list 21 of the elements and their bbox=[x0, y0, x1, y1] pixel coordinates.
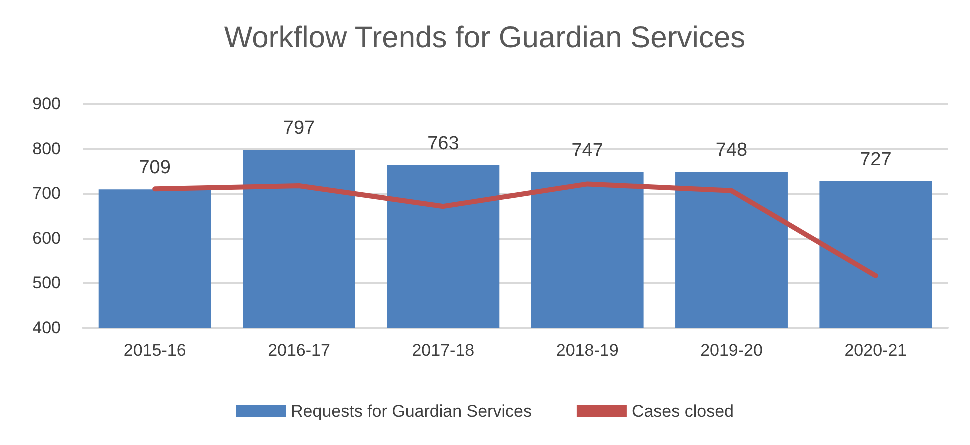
x-tick-label: 2019-20 bbox=[700, 341, 763, 360]
data-label: 797 bbox=[283, 118, 316, 140]
y-tick-label: 700 bbox=[32, 184, 61, 204]
data-label: 747 bbox=[572, 140, 604, 162]
y-tick-label: 400 bbox=[32, 318, 61, 338]
x-tick-label: 2016-17 bbox=[268, 341, 330, 360]
x-tick-label: 2015-16 bbox=[124, 341, 186, 360]
chart-title: Workflow Trends for Guardian Services bbox=[224, 22, 746, 54]
data-label: 748 bbox=[716, 140, 748, 162]
data-label: 727 bbox=[860, 150, 892, 171]
y-tick-label: 800 bbox=[32, 139, 61, 158]
x-tick-label: 2020-21 bbox=[844, 341, 908, 360]
legend-label: Requests for Guardian Services bbox=[291, 402, 532, 421]
y-tick-label: 600 bbox=[32, 228, 61, 248]
y-tick-label: 500 bbox=[32, 274, 61, 293]
y-tick-label: 900 bbox=[32, 94, 61, 114]
data-label: 763 bbox=[428, 133, 460, 154]
legend-label: Cases closed bbox=[632, 402, 734, 421]
x-tick-label: 2018-19 bbox=[556, 341, 619, 360]
x-tick-label: 2017-18 bbox=[412, 341, 475, 360]
data-label: 709 bbox=[139, 158, 171, 179]
